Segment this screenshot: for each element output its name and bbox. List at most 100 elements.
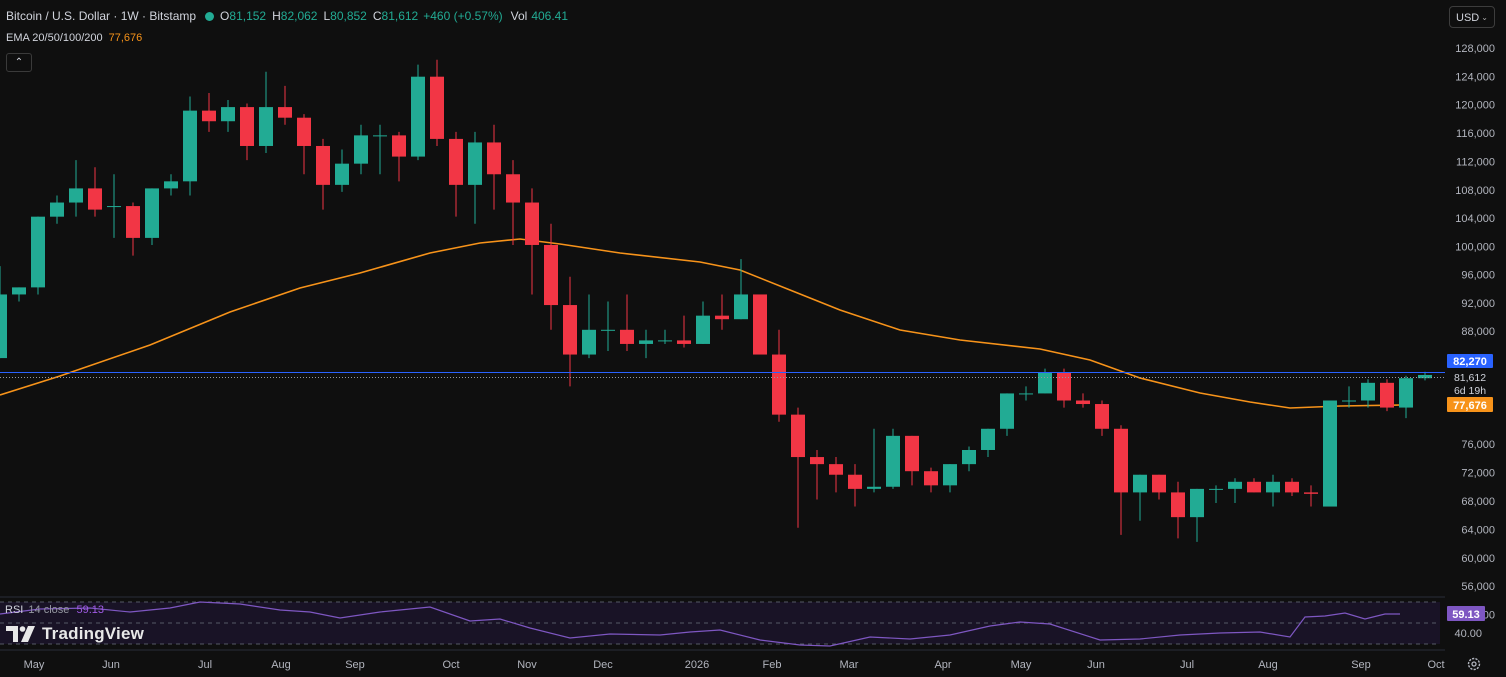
time-tick-label: Apr <box>934 659 951 671</box>
price-tick-label: 60,000 <box>1461 553 1495 565</box>
market-open-dot-icon <box>205 11 215 21</box>
candle <box>145 188 159 238</box>
time-tick-label: Jun <box>102 659 120 671</box>
open-label: O <box>220 9 230 23</box>
time-tick-label: 2026 <box>685 659 709 671</box>
close-label: C <box>372 9 382 23</box>
candle <box>259 107 273 146</box>
candle <box>430 76 444 139</box>
candle <box>392 135 406 157</box>
low-label: L <box>323 9 331 23</box>
candle <box>886 435 900 487</box>
low-value: 80,852 <box>330 9 367 23</box>
candle <box>525 202 539 245</box>
rsi-pane: 59.13 40.00 <box>0 596 1485 647</box>
change-value: +460 (+0.57%) <box>423 9 503 23</box>
candle <box>183 110 197 182</box>
time-tick-label: Nov <box>517 659 537 671</box>
tradingview-logo[interactable]: TradingView <box>6 624 144 644</box>
price-lines <box>0 372 1445 378</box>
candle <box>924 471 938 486</box>
candle <box>1418 374 1432 379</box>
candle <box>1076 400 1090 405</box>
time-tick-label: Jun <box>1087 659 1105 671</box>
candle <box>240 107 254 146</box>
time-tick-label: May <box>24 659 45 671</box>
candle <box>848 474 862 489</box>
candle <box>373 135 387 137</box>
candle <box>734 294 748 320</box>
currency-selector[interactable]: USD ⌄ <box>1449 6 1495 28</box>
candle <box>449 138 463 185</box>
candle <box>202 110 216 122</box>
candle <box>0 294 7 359</box>
candle <box>335 163 349 185</box>
candle <box>1285 481 1299 493</box>
candle <box>1380 382 1394 408</box>
volume-label: Vol <box>510 9 528 23</box>
candle <box>278 107 292 118</box>
candle <box>639 340 653 344</box>
candle <box>582 329 596 355</box>
candle <box>126 206 140 238</box>
price-tick-label: 116,000 <box>1456 128 1495 140</box>
candle <box>658 340 672 342</box>
rsi-value-label: 59.13 <box>1452 609 1480 621</box>
high-price-label: 82,270 <box>1453 356 1487 368</box>
candle <box>905 435 919 472</box>
price-tick-label: 56,000 <box>1461 581 1495 593</box>
candle <box>829 464 843 475</box>
candle <box>1342 400 1356 402</box>
candle <box>563 305 577 355</box>
chevron-up-icon: ⌃ <box>14 57 24 68</box>
candle <box>1399 378 1413 408</box>
collapse-legend-button[interactable]: ⌃ <box>6 53 32 72</box>
candle <box>107 206 121 208</box>
time-tick-label: Aug <box>271 659 291 671</box>
chevron-down-icon: ⌄ <box>1481 13 1488 22</box>
ema-price-label-bg <box>1447 397 1493 412</box>
candle <box>316 145 330 185</box>
candle <box>1057 372 1071 401</box>
rsi-line <box>0 601 1400 647</box>
price-tick-label: 76,000 <box>1461 439 1495 451</box>
candle <box>620 329 634 344</box>
time-tick-label: Feb <box>763 659 782 671</box>
candle <box>981 428 995 450</box>
price-tick-label: 72,000 <box>1461 468 1495 480</box>
symbol-title[interactable]: Bitcoin / U.S. Dollar · 1W · Bitstamp <box>6 9 197 23</box>
candle <box>164 181 178 189</box>
candle <box>1133 474 1147 493</box>
ema-legend[interactable]: EMA 20/50/100/200 77,676 <box>6 32 142 44</box>
price-tick-label: 112,000 <box>1456 157 1495 169</box>
candle <box>1323 400 1337 507</box>
logo-text: TradingView <box>42 624 145 643</box>
price-tick-label: 124,000 <box>1455 72 1495 84</box>
candle <box>715 315 729 320</box>
volume-value: 406.41 <box>531 9 569 23</box>
candle <box>1171 492 1185 518</box>
time-tick-label: Sep <box>345 659 365 671</box>
price-tick-label: 128,000 <box>1455 43 1495 55</box>
price-tick-label: 96,000 <box>1461 270 1495 282</box>
time-axis: May Jun Jul Aug Sep Oct Nov Dec 2026 Feb Mar Apr May… <box>0 649 1445 671</box>
candle <box>31 216 45 288</box>
candle <box>1095 404 1109 429</box>
candle <box>69 188 83 203</box>
candle <box>468 142 482 185</box>
candle <box>12 287 26 295</box>
price-tick-label: 64,000 <box>1461 525 1495 537</box>
candles-layer <box>0 59 1432 542</box>
candle <box>354 135 368 164</box>
ema-label: EMA 20/50/100/200 <box>6 32 103 44</box>
time-tick-label: Oct <box>442 659 459 671</box>
candle <box>810 457 824 465</box>
rsi-legend[interactable]: RSI 14 close 59.13 <box>5 604 104 616</box>
candle <box>297 117 311 146</box>
ema-price-label: 77,676 <box>1453 400 1487 412</box>
time-tick-label: Dec <box>593 659 613 671</box>
countdown-label: 6d 19h <box>1454 385 1486 397</box>
gear-icon[interactable] <box>1466 656 1482 672</box>
candle <box>1114 428 1128 493</box>
